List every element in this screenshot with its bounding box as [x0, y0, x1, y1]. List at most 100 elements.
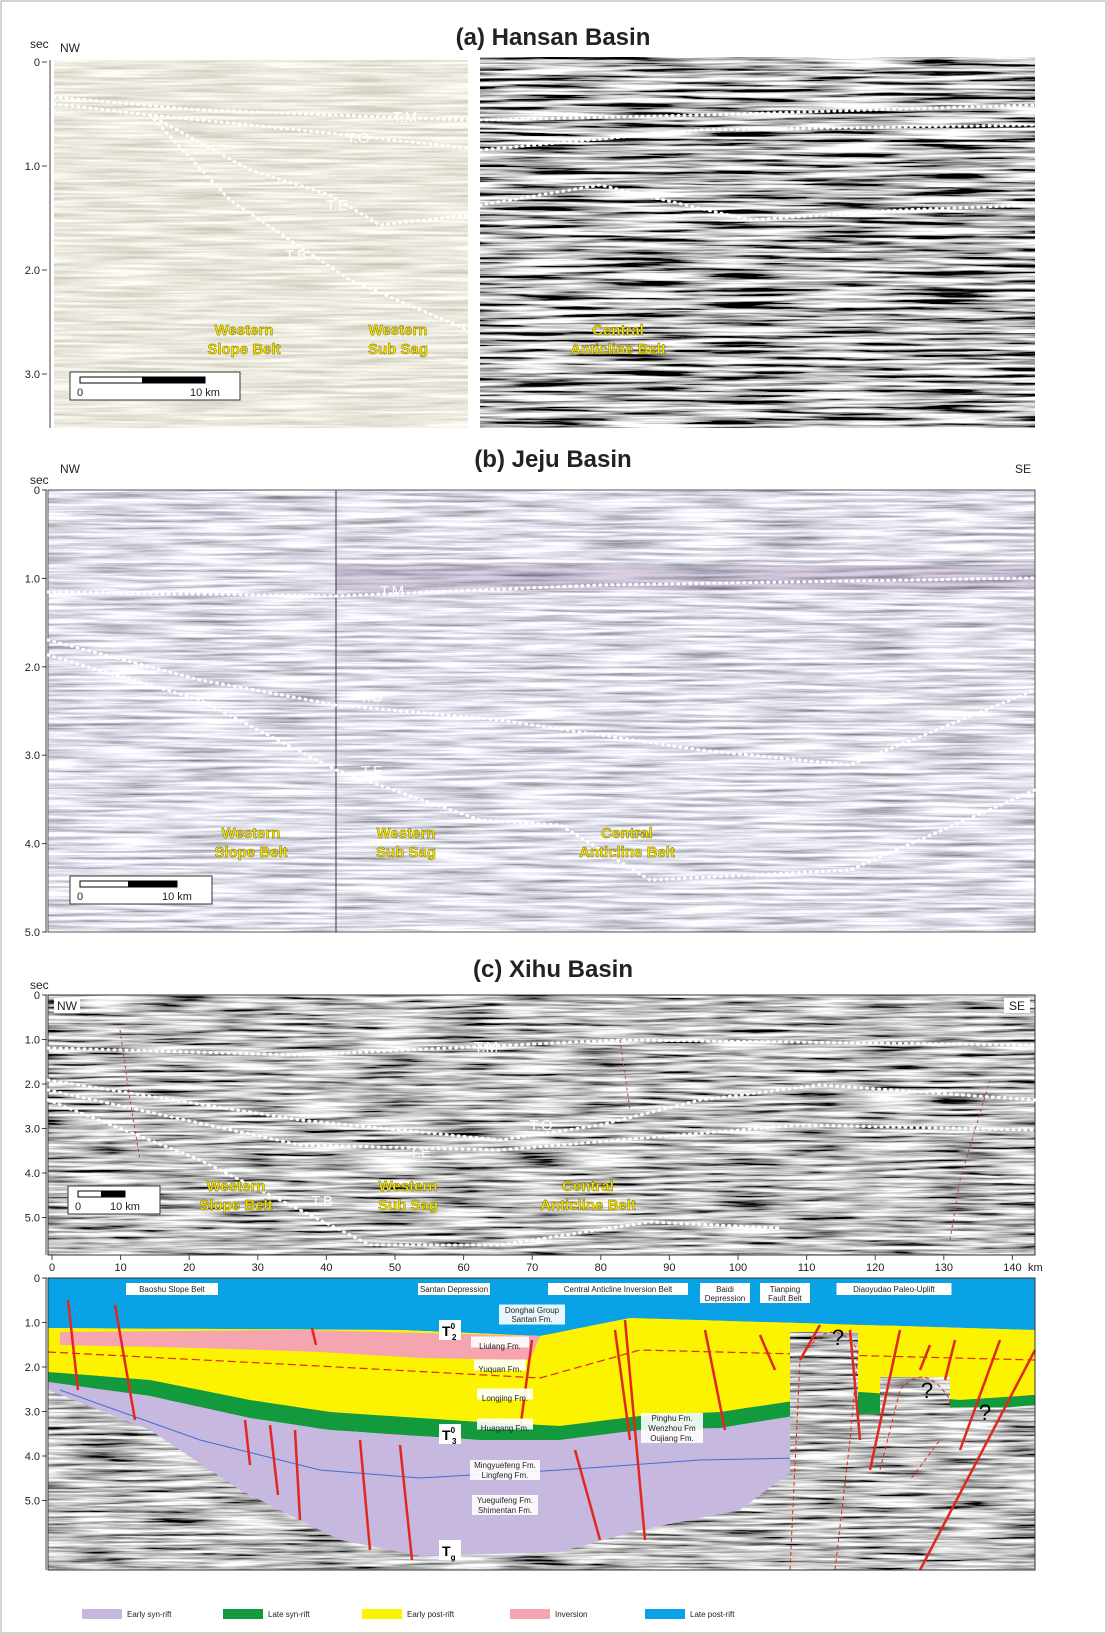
region-label: Central: [601, 825, 653, 842]
legend-label: Early syn-rift: [127, 1610, 172, 1619]
horizon-label: T.O: [529, 1117, 552, 1134]
marker-sub: 2: [452, 1333, 457, 1342]
figure-canvas: (a) Hansan Basin sec NW SE T.M T.O T.E T…: [0, 0, 1107, 1634]
region-label: Sub Sag: [378, 1197, 438, 1214]
y-tick-label: 4.0: [25, 839, 40, 851]
y-tick-label: 2.0: [25, 662, 40, 674]
scale-bar: 0 10 km: [70, 876, 212, 904]
reflector-band: [336, 565, 1035, 590]
legend-swatch: [645, 1609, 685, 1619]
horizon-label: T.E: [361, 763, 383, 780]
region-label: Western: [379, 1178, 438, 1195]
question-mark: ?: [979, 1400, 991, 1425]
question-mark: ?: [921, 1378, 933, 1403]
direction-right: SE: [1009, 999, 1025, 1013]
marker-sup: 0: [451, 1426, 456, 1435]
x-axis-unit: km: [1028, 1262, 1043, 1274]
formation-label: Yuquan Fm.: [478, 1365, 521, 1374]
x-tick-label: 70: [526, 1262, 538, 1274]
scale-label: 10 km: [162, 891, 192, 903]
x-tick-label: 40: [320, 1262, 332, 1274]
scale-segment: [78, 1191, 102, 1197]
horizon-label: T.B: [285, 247, 307, 264]
panel-title: (c) Xihu Basin: [473, 956, 633, 983]
region-label: Western: [215, 322, 274, 339]
y-tick-label: 0: [34, 57, 40, 69]
x-tick-label: 20: [183, 1262, 195, 1274]
x-tick-label: 120: [866, 1262, 884, 1274]
direction-left: NW: [60, 462, 81, 476]
formation-label: Liulang Fm.: [479, 1342, 521, 1351]
region-label: Central: [592, 322, 644, 339]
y-tick-label: 0: [34, 485, 40, 497]
y-tick-label: 2.0: [25, 1079, 40, 1091]
unit-label: Fault Belt: [768, 1294, 803, 1303]
scale-label: 10 km: [190, 387, 220, 399]
region-label: Western: [369, 322, 428, 339]
question-mark: ?: [832, 1325, 844, 1350]
formation-label: Longjing Fm.: [482, 1394, 528, 1403]
region-label: Western: [377, 825, 436, 842]
scale-segment: [129, 881, 178, 887]
direction-left: NW: [60, 41, 81, 55]
unit-label: Diaoyudao Paleo-Uplift: [853, 1285, 936, 1294]
y-tick-label: 4.0: [25, 1451, 40, 1463]
y-tick-label: 2.0: [25, 265, 40, 277]
x-tick-label: 50: [389, 1262, 401, 1274]
horizon-label: T.O: [346, 130, 369, 147]
y-tick-label: 0: [34, 990, 40, 1002]
formation-label: Pinghu Fm.: [652, 1414, 693, 1423]
marker-sub: 3: [452, 1437, 457, 1446]
horizon-label: T.O: [359, 689, 382, 706]
scale-bar: 0 10 km: [68, 1186, 160, 1214]
formation-label: Huagang Fm.: [481, 1424, 529, 1433]
unit-label: Tianping: [770, 1285, 800, 1294]
formation-label: Wenzhou Fm: [648, 1424, 696, 1433]
y-tick-label: 3.0: [25, 1124, 40, 1136]
unit-label: Depression: [705, 1294, 745, 1303]
x-tick-label: 140: [1003, 1262, 1021, 1274]
x-tick-label: 100: [729, 1262, 747, 1274]
legend-label: Late post-rift: [690, 1610, 735, 1619]
horizon-label: T.M: [393, 109, 417, 126]
unit-label: Baoshu Slope Belt: [139, 1285, 206, 1294]
region-label: Slope Belt: [207, 341, 280, 358]
scale-segment: [102, 1191, 126, 1197]
y-tick-label: 0: [34, 1273, 40, 1285]
x-tick-label: 90: [663, 1262, 675, 1274]
scale-label: 0: [75, 1201, 81, 1213]
y-tick-label: 1.0: [25, 161, 40, 173]
region-label: Slope Belt: [214, 844, 287, 861]
x-tick-label: 130: [935, 1262, 953, 1274]
legend-swatch: [82, 1609, 122, 1619]
panel-title: (a) Hansan Basin: [456, 24, 651, 51]
x-tick-label: 0: [49, 1262, 55, 1274]
scale-label: 0: [77, 891, 83, 903]
scale-label: 0: [77, 387, 83, 399]
panel-title: (b) Jeju Basin: [474, 446, 631, 473]
formation-label: Donghai Group: [505, 1306, 560, 1315]
formation-label: Lingfeng Fm.: [482, 1471, 529, 1480]
axis-unit: sec: [30, 37, 49, 51]
region-label: Western: [207, 1178, 266, 1195]
y-tick-label: 1.0: [25, 1318, 40, 1330]
x-tick-label: 30: [252, 1262, 264, 1274]
x-tick-label: 60: [457, 1262, 469, 1274]
direction-left: NW: [57, 999, 78, 1013]
panel-a: (a) Hansan Basin sec NW SE T.M T.O T.E T…: [25, 24, 1035, 428]
scale-label: 10 km: [110, 1201, 140, 1213]
horizon-label: T.E: [326, 197, 348, 214]
horizon-label: T.E: [409, 1144, 431, 1161]
seismic-image: [48, 490, 336, 932]
x-tick-label: 10: [114, 1262, 126, 1274]
unit-label: Baidi: [716, 1285, 734, 1294]
region-label: Sub Sag: [376, 844, 436, 861]
y-tick-label: 3.0: [25, 750, 40, 762]
scale-segment: [80, 377, 143, 383]
figure: (a) Hansan Basin sec NW SE T.M T.O T.E T…: [0, 0, 1107, 1634]
direction-right: SE: [1015, 462, 1031, 476]
region-label: Sub Sag: [368, 341, 428, 358]
region-label: Central: [562, 1178, 614, 1195]
panel-b: (b) Jeju Basin sec NW SE T.M T.O T.E Wes…: [25, 446, 1035, 939]
formation-label: Yueguifeng Fm.: [477, 1496, 533, 1505]
